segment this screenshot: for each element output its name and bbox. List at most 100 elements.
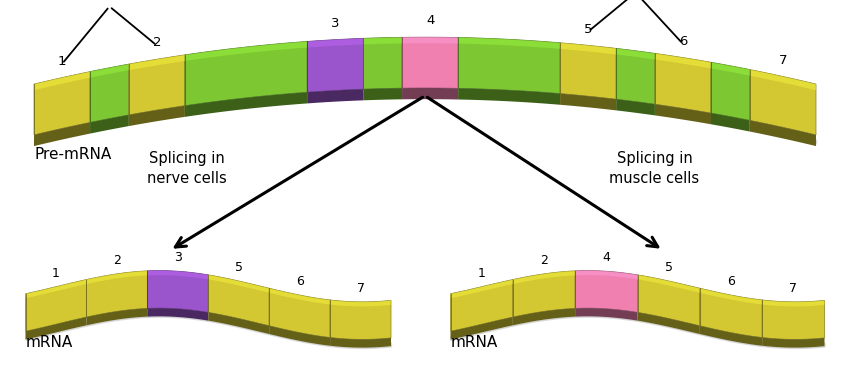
Polygon shape [26, 280, 87, 331]
Polygon shape [750, 70, 816, 135]
Text: 1: 1 [52, 267, 60, 280]
Polygon shape [762, 337, 824, 348]
Polygon shape [307, 38, 363, 47]
Polygon shape [26, 280, 87, 298]
Polygon shape [87, 271, 147, 317]
Text: 3: 3 [331, 17, 339, 30]
Polygon shape [616, 99, 654, 115]
Polygon shape [147, 271, 208, 312]
Polygon shape [90, 64, 129, 78]
Polygon shape [34, 72, 90, 90]
Text: 4: 4 [603, 251, 610, 264]
Text: 2: 2 [113, 254, 121, 267]
Polygon shape [185, 41, 307, 106]
Text: 5: 5 [584, 23, 592, 36]
Polygon shape [711, 62, 750, 120]
Polygon shape [185, 92, 307, 117]
Polygon shape [762, 300, 824, 307]
Text: 7: 7 [779, 54, 787, 67]
Polygon shape [208, 275, 269, 293]
Polygon shape [638, 275, 700, 293]
Polygon shape [90, 64, 129, 122]
Text: 6: 6 [296, 275, 303, 288]
Polygon shape [560, 43, 616, 54]
Text: 7: 7 [790, 282, 797, 295]
Polygon shape [638, 275, 700, 326]
Polygon shape [402, 37, 458, 43]
Polygon shape [208, 312, 269, 334]
Text: Splicing in
muscle cells: Splicing in muscle cells [609, 151, 700, 186]
Text: 6: 6 [679, 35, 687, 48]
Polygon shape [458, 88, 560, 105]
Text: mRNA: mRNA [26, 335, 73, 350]
Text: 6: 6 [727, 275, 735, 288]
Polygon shape [129, 55, 185, 115]
Polygon shape [402, 88, 458, 99]
Polygon shape [363, 37, 402, 89]
Polygon shape [147, 271, 208, 279]
Text: 2: 2 [540, 254, 548, 267]
Text: 7: 7 [356, 282, 365, 295]
Polygon shape [26, 317, 87, 339]
Polygon shape [402, 37, 458, 88]
Polygon shape [575, 308, 638, 321]
Polygon shape [762, 300, 824, 339]
Polygon shape [363, 37, 402, 45]
Polygon shape [269, 288, 330, 337]
Polygon shape [185, 41, 307, 61]
Text: mRNA: mRNA [450, 335, 498, 350]
Polygon shape [450, 280, 513, 331]
Polygon shape [330, 300, 391, 339]
Polygon shape [34, 122, 90, 146]
Polygon shape [129, 55, 185, 70]
Polygon shape [458, 38, 560, 93]
Polygon shape [450, 317, 513, 339]
Polygon shape [147, 308, 208, 321]
Text: 5: 5 [665, 261, 672, 274]
Polygon shape [560, 43, 616, 99]
Text: 3: 3 [174, 251, 182, 264]
Polygon shape [450, 280, 513, 298]
Polygon shape [654, 104, 711, 124]
Polygon shape [87, 271, 147, 284]
Polygon shape [307, 38, 363, 92]
Polygon shape [208, 275, 269, 326]
Polygon shape [700, 288, 762, 305]
Polygon shape [711, 113, 750, 131]
Polygon shape [654, 53, 711, 113]
Text: Pre-mRNA: Pre-mRNA [34, 147, 111, 161]
Polygon shape [700, 288, 762, 337]
Polygon shape [700, 326, 762, 346]
Polygon shape [513, 271, 575, 284]
Text: 1: 1 [478, 267, 485, 280]
Polygon shape [750, 70, 816, 90]
Polygon shape [654, 53, 711, 68]
Polygon shape [330, 300, 391, 307]
Text: 1: 1 [58, 55, 66, 68]
Text: Splicing in
nerve cells: Splicing in nerve cells [147, 151, 227, 186]
Polygon shape [616, 48, 654, 59]
Text: 4: 4 [426, 14, 434, 27]
Text: 2: 2 [153, 36, 162, 49]
Polygon shape [575, 271, 638, 312]
Polygon shape [575, 271, 638, 279]
Polygon shape [750, 120, 816, 146]
Text: Exons: Exons [87, 0, 132, 2]
Polygon shape [269, 326, 330, 346]
Polygon shape [513, 308, 575, 325]
Polygon shape [90, 115, 129, 134]
Polygon shape [129, 106, 185, 126]
Polygon shape [513, 271, 575, 317]
Polygon shape [330, 337, 391, 348]
Text: 5: 5 [235, 261, 243, 274]
Polygon shape [307, 89, 363, 103]
Polygon shape [87, 308, 147, 325]
Polygon shape [458, 38, 560, 49]
Polygon shape [560, 93, 616, 110]
Polygon shape [711, 62, 750, 75]
Polygon shape [34, 72, 90, 135]
Polygon shape [616, 48, 654, 104]
Polygon shape [638, 312, 700, 334]
Polygon shape [269, 288, 330, 305]
Polygon shape [363, 88, 402, 100]
